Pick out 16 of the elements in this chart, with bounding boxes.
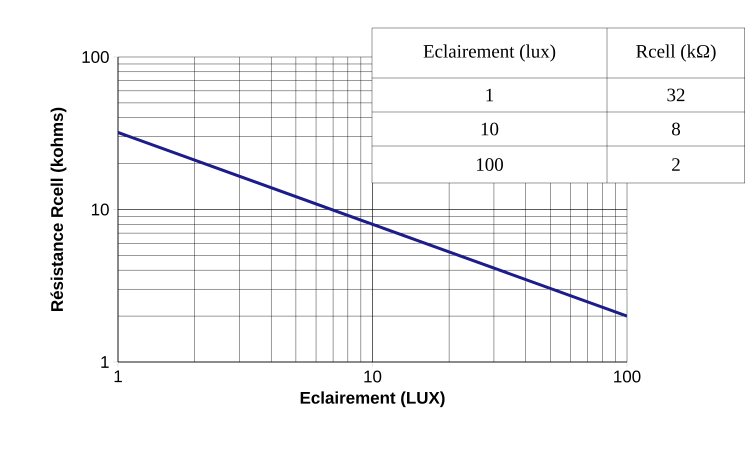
- y-tick-label: 1: [101, 356, 109, 368]
- category-label: 100: [476, 158, 503, 171]
- x-tick-label: 1: [114, 370, 122, 382]
- x-tick-label: 100: [614, 370, 640, 382]
- text: Rcell (kΩ): [636, 44, 716, 62]
- x-tick-label: 10: [364, 370, 382, 382]
- text: Eclairement (lux): [424, 44, 556, 62]
- category-label: 10: [482, 122, 498, 136]
- y-tick-label: 10: [92, 204, 109, 216]
- data-label: 32: [667, 88, 684, 102]
- y-axis-title: Résistance Rcell (kohms): [50, 108, 66, 311]
- category-label: 1: [486, 88, 494, 102]
- x-axis-title: Eclairement (LUX): [300, 391, 445, 408]
- data-label: 2: [672, 158, 680, 171]
- y-tick-label: 100: [82, 51, 109, 63]
- data-label: 8: [672, 122, 680, 136]
